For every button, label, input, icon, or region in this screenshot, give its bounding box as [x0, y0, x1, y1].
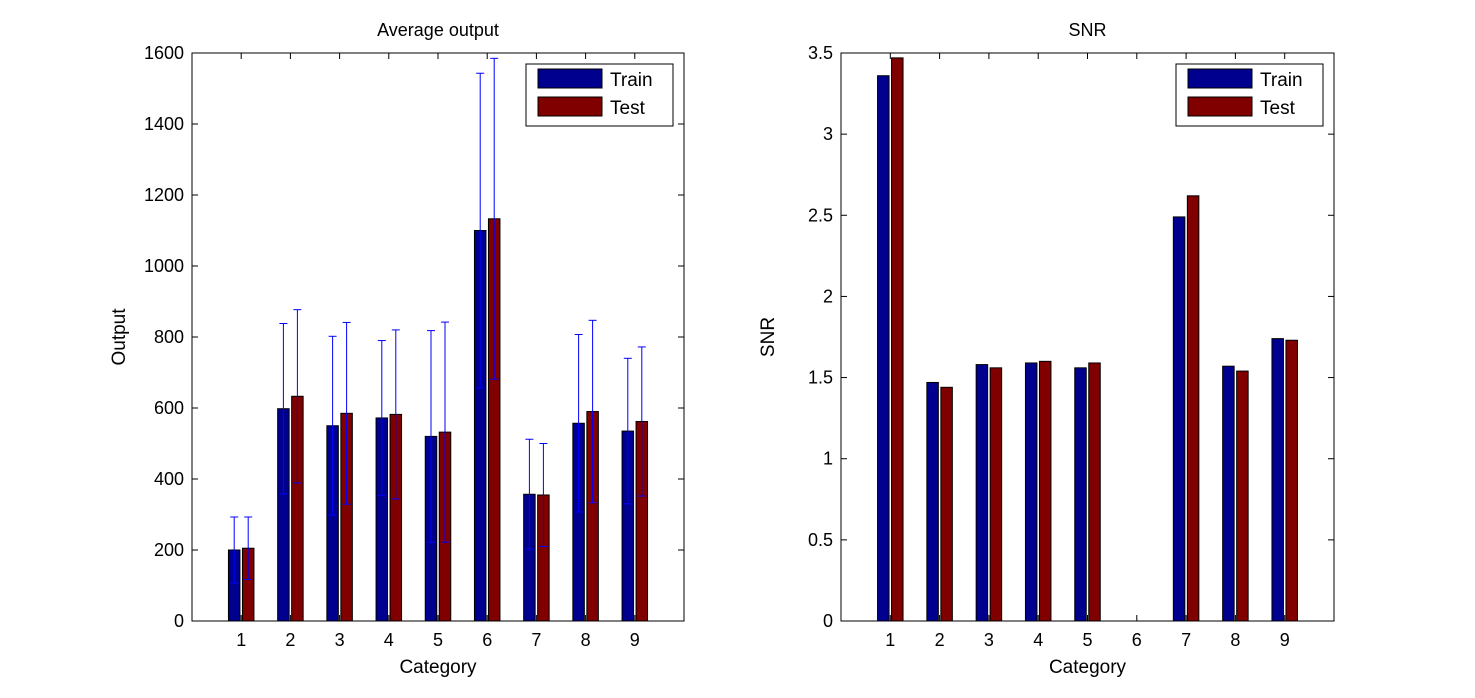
x-tick-label: 3: [335, 630, 345, 650]
bar-test: [1186, 195, 1200, 622]
y-tick-label: 400: [154, 469, 184, 489]
bar-train: [1024, 362, 1038, 622]
y-tick-label: 0.5: [808, 530, 833, 550]
y-tick-label: 2: [823, 286, 833, 306]
bar-train: [926, 381, 939, 622]
y-tick-label: 0: [823, 611, 833, 631]
y-tick-label: 200: [154, 540, 184, 560]
legend-label-test: Test: [1260, 98, 1296, 119]
legend-swatch-test: [537, 96, 603, 117]
x-tick-label: 9: [1280, 630, 1290, 650]
legend-swatch-train: [537, 68, 603, 89]
y-tick-label: 1000: [144, 256, 184, 276]
bar-train: [1074, 367, 1087, 622]
x-tick-label: 4: [1033, 630, 1043, 650]
x-tick-label: 1: [236, 630, 246, 650]
x-tick-label: 9: [630, 630, 640, 650]
chart-1: Average output Category Output 0 200 400 600 80…: [109, 20, 685, 678]
y-tick-label: 1200: [144, 185, 184, 205]
x-tick-label: 5: [1082, 630, 1092, 650]
bar-train: [1222, 365, 1235, 622]
bar-test: [1285, 339, 1298, 622]
legend-swatch-train: [1187, 68, 1253, 89]
bar-train: [1172, 216, 1186, 622]
legend: Train Test: [525, 63, 674, 127]
legend-label-test: Test: [610, 98, 646, 119]
y-axis-label: Output: [109, 308, 130, 366]
chart-2: SNR Category SNR 0 0.5 1 1.5 2 2.5 3 3.5 1 2 3 4 5 6 7 8 9 T…: [758, 20, 1335, 678]
bar-test: [989, 367, 1003, 622]
y-tick-label: 600: [154, 398, 184, 418]
x-tick-label: 2: [285, 630, 295, 650]
x-tick-label: 8: [581, 630, 591, 650]
bar-test: [1038, 360, 1052, 622]
x-tick-label: 6: [482, 630, 492, 650]
x-tick-label: 1: [885, 630, 895, 650]
x-tick-label: 6: [1132, 630, 1142, 650]
chart-title: Average output: [377, 20, 499, 40]
x-tick-label: 7: [1181, 630, 1191, 650]
legend-label-train: Train: [1260, 70, 1303, 91]
x-tick-label: 3: [984, 630, 994, 650]
x-axis-label: Category: [1049, 657, 1127, 678]
x-tick-label: 8: [1230, 630, 1240, 650]
y-tick-label: 800: [154, 327, 184, 347]
bar-test: [891, 57, 904, 622]
bar-test: [940, 386, 953, 622]
bar-train: [975, 364, 989, 622]
y-tick-label: 0: [174, 611, 184, 631]
x-tick-label: 5: [433, 630, 443, 650]
y-tick-label: 1.5: [808, 368, 833, 388]
y-tick-label: 1400: [144, 114, 184, 134]
bar-train: [1271, 338, 1284, 622]
bar-test: [1236, 370, 1249, 622]
x-axis-label: Category: [399, 657, 477, 678]
plot-area: [840, 52, 1335, 622]
bar-test: [1088, 362, 1101, 622]
y-axis-label: SNR: [758, 317, 779, 357]
y-tick-label: 2.5: [808, 205, 833, 225]
x-tick-label: 4: [384, 630, 394, 650]
plot-area: [191, 52, 685, 622]
y-tick-label: 3: [823, 124, 833, 144]
bar-train: [877, 75, 890, 622]
y-tick-label: 1: [823, 449, 833, 469]
y-tick-label: 1600: [144, 43, 184, 63]
legend-label-train: Train: [610, 70, 653, 91]
chart-title: SNR: [1068, 20, 1106, 40]
y-tick-label: 3.5: [808, 43, 833, 63]
legend-swatch-test: [1187, 96, 1253, 117]
x-tick-label: 2: [935, 630, 945, 650]
x-tick-label: 7: [531, 630, 541, 650]
legend: Train Test: [1175, 63, 1324, 127]
